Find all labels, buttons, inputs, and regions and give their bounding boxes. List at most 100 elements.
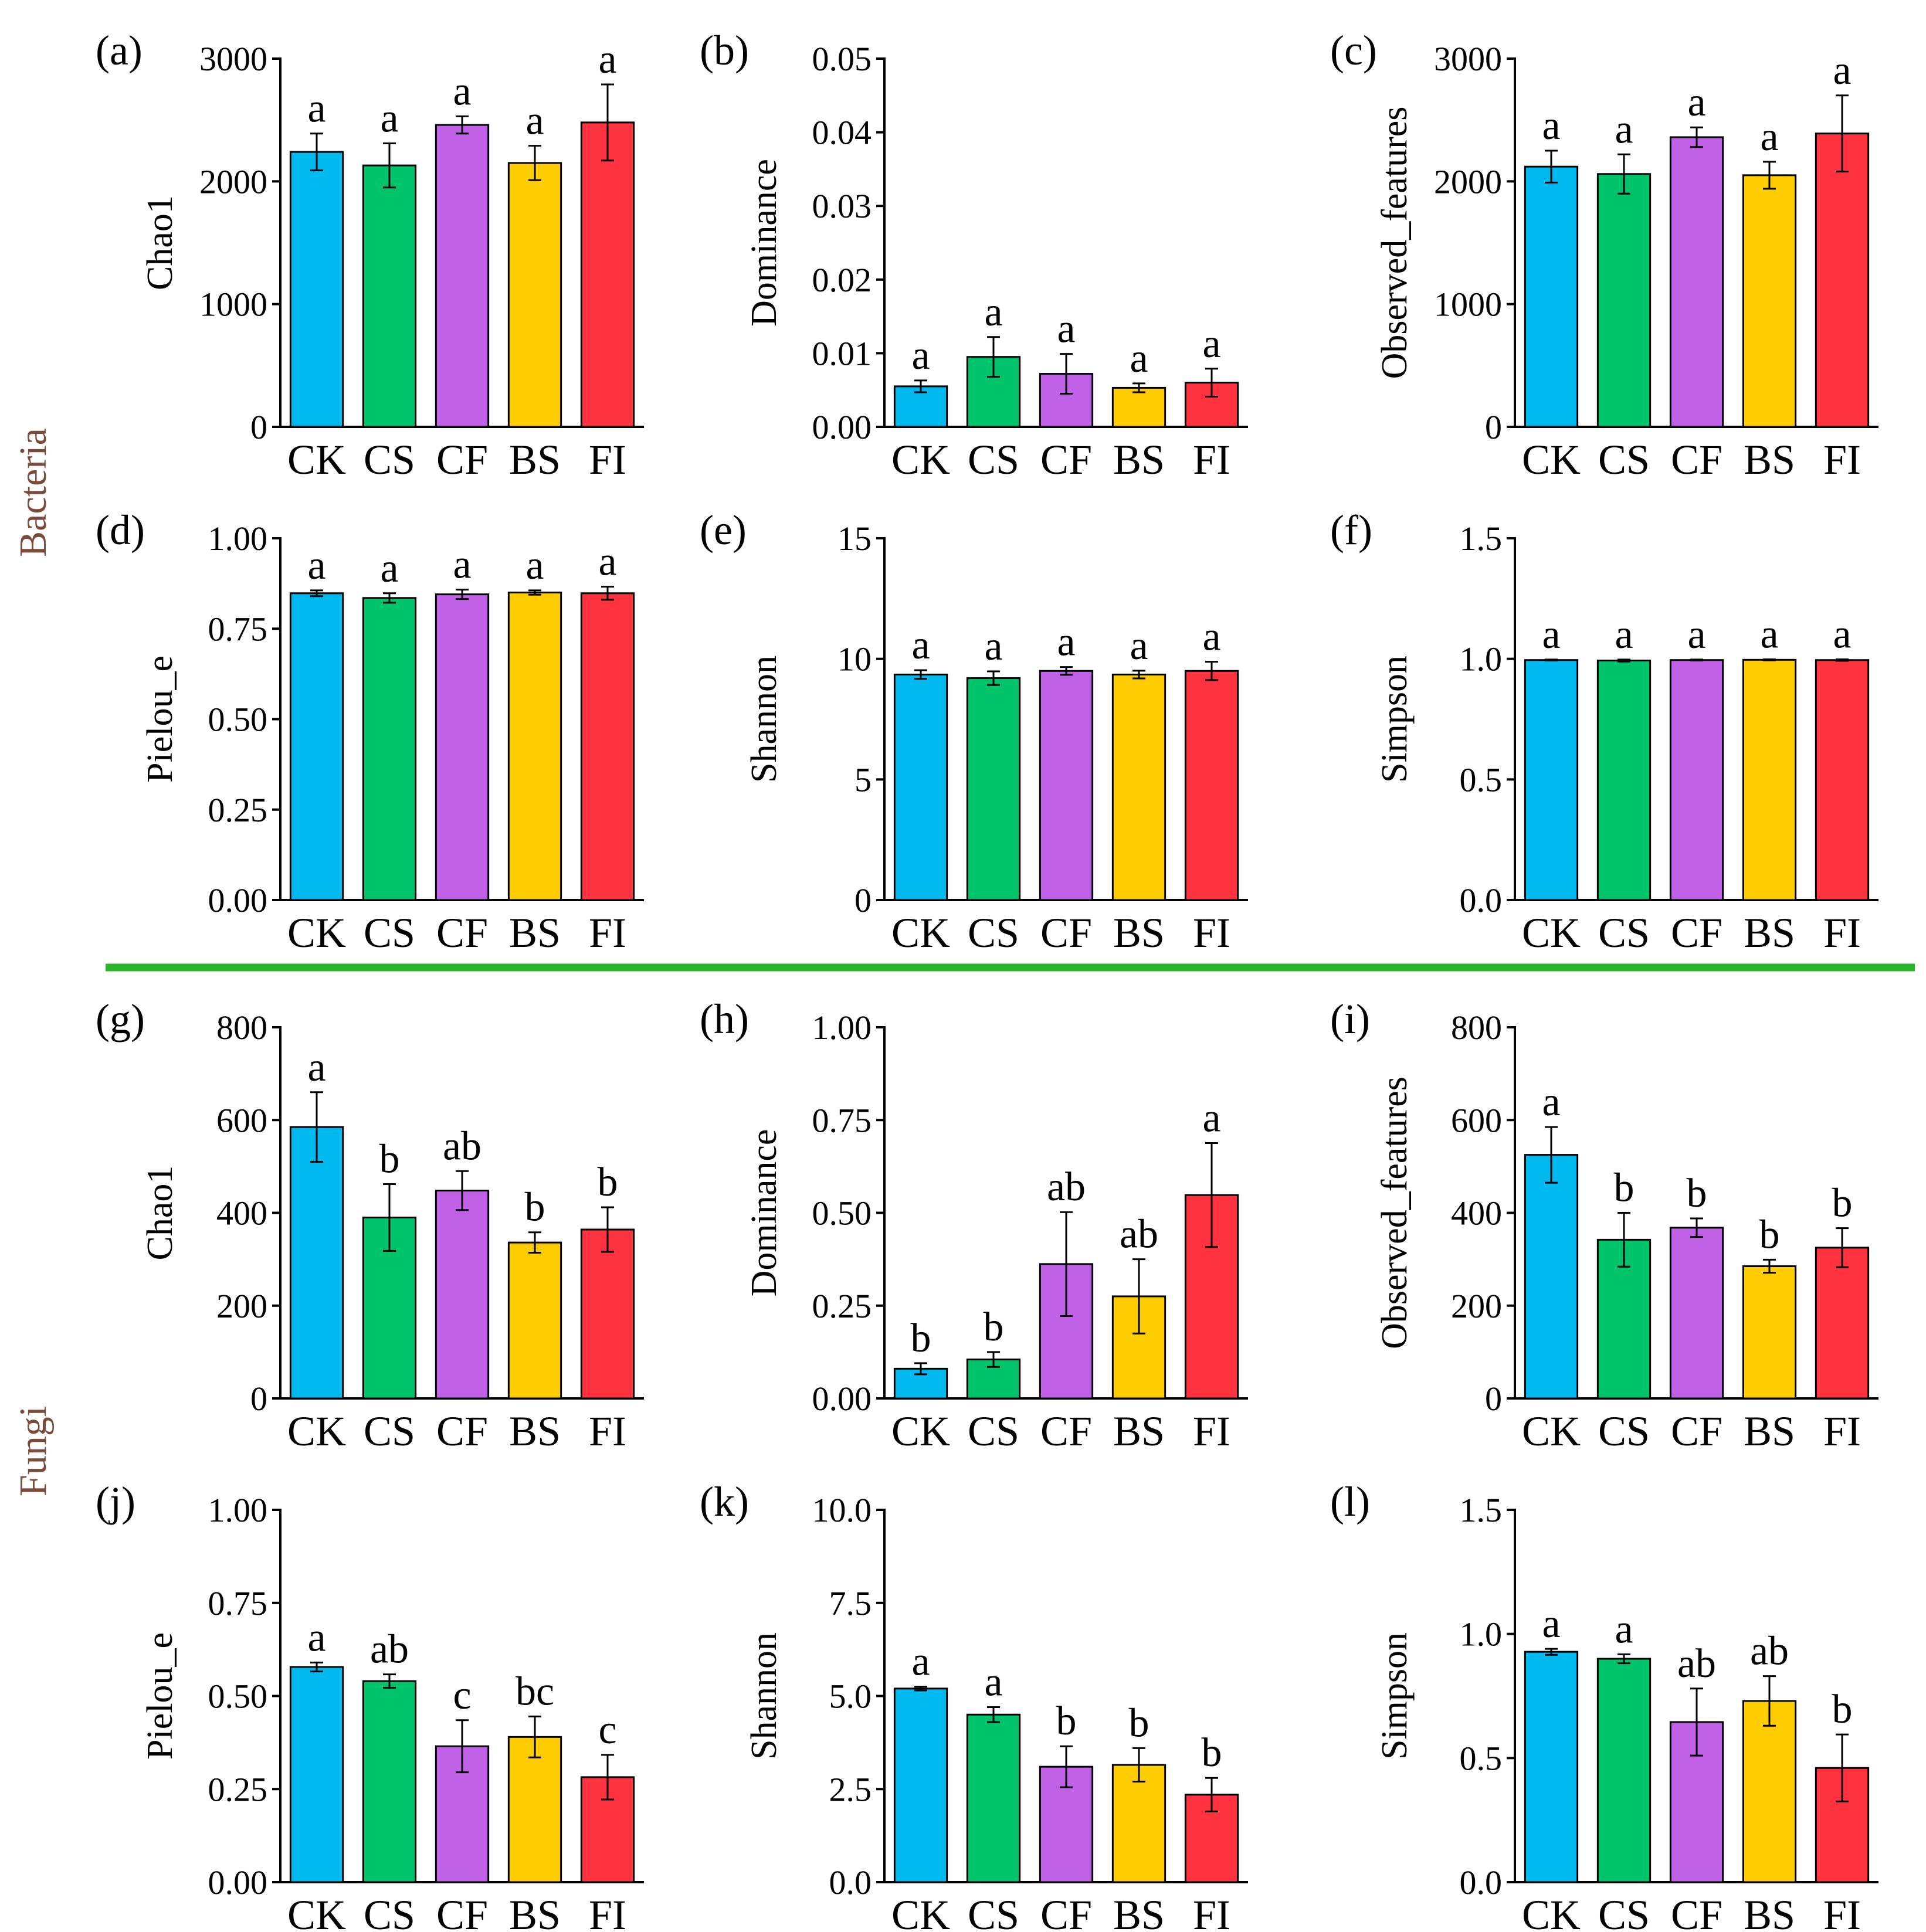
y-tick-label: 0 — [250, 1380, 267, 1418]
bar-ck — [1524, 1154, 1579, 1400]
bar-bs — [507, 162, 562, 428]
bar-cs — [362, 597, 417, 901]
x-category-label: FI — [1823, 1892, 1861, 1932]
y-axis-label: Dominance — [744, 1129, 784, 1297]
bar-bs — [507, 592, 562, 901]
significance-label: b — [1687, 1171, 1707, 1216]
significance-label: a — [525, 543, 544, 588]
bar-ck — [1524, 659, 1579, 901]
x-category-label: FI — [1823, 909, 1861, 956]
y-tick-label: 10 — [837, 640, 872, 678]
x-category-label: CK — [1522, 1408, 1581, 1455]
x-category-label: CF — [1040, 1408, 1092, 1455]
y-tick-label: 0.50 — [208, 1678, 268, 1716]
significance-label: ab — [1750, 1629, 1789, 1674]
y-tick-label: 0.0 — [829, 1863, 872, 1902]
significance-label: ab — [1677, 1641, 1716, 1686]
y-axis-label: Dominance — [744, 159, 784, 327]
significance-label: a — [984, 624, 1002, 669]
significance-label: a — [598, 37, 616, 82]
y-tick-label: 0.25 — [208, 791, 268, 829]
y-tick-label: 600 — [216, 1101, 267, 1139]
x-category-label: CK — [287, 1892, 346, 1932]
y-axis-label: Simpson — [1375, 1632, 1415, 1760]
panel-letter: (g) — [96, 996, 145, 1043]
significance-label: a — [307, 1615, 325, 1660]
significance-label: a — [984, 1660, 1002, 1705]
bar-ck — [1524, 165, 1579, 428]
x-category-label: CS — [364, 1892, 415, 1932]
significance-label: a — [453, 542, 471, 588]
x-category-label: FI — [589, 436, 626, 483]
y-tick-label: 0.00 — [812, 1380, 872, 1418]
panel-letter: (f) — [1330, 507, 1372, 554]
bar-cf — [1039, 670, 1094, 901]
bar-cs — [966, 677, 1021, 901]
y-axis-label: Simpson — [1375, 656, 1415, 783]
significance-label: a — [1542, 1079, 1560, 1125]
x-category-label: FI — [1193, 1408, 1230, 1455]
bar-bs — [1742, 174, 1797, 428]
significance-label: a — [598, 539, 616, 585]
bar-cs — [1596, 1658, 1652, 1883]
x-category-label: BS — [509, 1408, 561, 1455]
significance-label: a — [1615, 612, 1633, 657]
bar-fi — [1815, 659, 1870, 901]
x-category-label: FI — [1193, 1892, 1230, 1932]
x-category-label: CK — [891, 1892, 950, 1932]
y-axis-label: Pielou_e — [140, 656, 180, 783]
x-category-label: CF — [436, 1408, 488, 1455]
bar-bs — [1111, 673, 1167, 901]
x-category-label: CS — [968, 436, 1019, 483]
x-category-label: CF — [1671, 436, 1722, 483]
x-category-label: CS — [364, 436, 415, 483]
x-category-label: CS — [364, 1408, 415, 1455]
significance-label: a — [1202, 1095, 1220, 1140]
x-category-label: BS — [509, 909, 561, 956]
significance-label: ab — [443, 1123, 482, 1169]
chart-panel-k: (k) Shannon 0.0 2.5 5.0 7.5 10.0 a CK a CS b CF b BS b F… — [700, 1478, 1248, 1932]
x-category-label: CK — [891, 436, 950, 483]
significance-label: a — [1687, 612, 1705, 657]
x-category-label: CK — [287, 909, 346, 956]
significance-label: b — [1759, 1212, 1780, 1257]
significance-label: b — [911, 1316, 931, 1361]
x-category-label: BS — [509, 436, 561, 483]
panel-letter: (d) — [96, 507, 145, 554]
significance-label: a — [307, 86, 325, 131]
chart-panels: (a)Chao10100020003000aCKaCSaCFaBSaFI(b)D… — [96, 27, 1878, 1932]
y-tick-label: 400 — [216, 1194, 267, 1232]
bar-ck — [289, 151, 344, 428]
significance-label: b — [1832, 1687, 1853, 1732]
significance-label: a — [307, 543, 325, 588]
y-tick-label: 15 — [837, 519, 872, 558]
significance-label: b — [525, 1185, 545, 1230]
significance-label: a — [984, 290, 1002, 335]
significance-label: b — [984, 1305, 1004, 1350]
x-category-label: CS — [968, 909, 1019, 956]
bar-cf — [1669, 136, 1724, 428]
significance-label: a — [1202, 614, 1220, 660]
y-tick-label: 1.00 — [812, 1009, 872, 1047]
y-tick-label: 0.00 — [208, 881, 268, 919]
significance-label: ab — [1120, 1212, 1158, 1257]
y-tick-label: 800 — [216, 1009, 267, 1047]
chart-panel-g: (g) Chao1 0 200 400 600 800 a CK b CS ab CF b BS b FI — [96, 996, 644, 1455]
chart-panel-i: (i)Observed_features 0 200 400 600 800 a CK b CS b… — [1330, 996, 1878, 1455]
y-tick-label: 1.00 — [208, 1491, 268, 1529]
significance-label: a — [911, 333, 930, 378]
bar-bs — [507, 1736, 562, 1883]
significance-label: a — [1542, 612, 1560, 657]
bar-cs — [362, 1680, 417, 1883]
significance-label: b — [598, 1160, 618, 1205]
significance-label: c — [598, 1707, 616, 1753]
x-category-label: BS — [1113, 909, 1165, 956]
y-tick-label: 0.00 — [208, 1863, 268, 1902]
y-tick-label: 800 — [1451, 1009, 1502, 1047]
panel-letter: (h) — [700, 996, 749, 1043]
y-tick-label: 1000 — [1434, 286, 1502, 324]
significance-label: a — [307, 1045, 325, 1090]
y-axis-label: Chao1 — [140, 1166, 180, 1261]
significance-label: a — [1615, 1607, 1633, 1652]
y-tick-label: 0.25 — [208, 1770, 268, 1808]
